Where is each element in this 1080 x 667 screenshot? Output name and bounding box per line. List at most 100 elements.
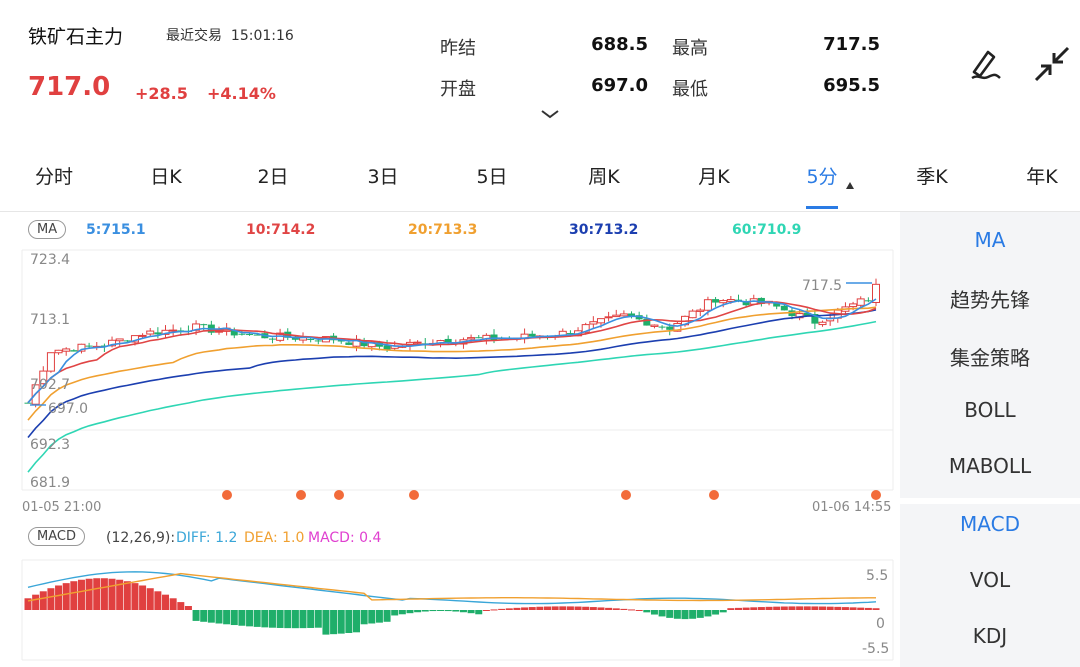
tab-year-k[interactable]: 年K bbox=[1026, 166, 1058, 188]
sidebar-item-maboll[interactable]: MABOLL bbox=[948, 454, 1032, 478]
tab-month-k[interactable]: 月K bbox=[698, 166, 730, 188]
macd-bar bbox=[276, 610, 284, 628]
sidebar-item-macd[interactable]: MACD bbox=[960, 512, 1020, 536]
macd-params: (12,26,9): bbox=[106, 530, 176, 546]
macd-bar bbox=[230, 610, 238, 626]
macd-bar bbox=[47, 588, 55, 610]
macd-value: MACD: 0.4 bbox=[308, 530, 382, 546]
sidebar-item-ma[interactable]: MA bbox=[974, 228, 1006, 252]
collapse-icon[interactable] bbox=[1032, 44, 1072, 84]
macd-bar bbox=[635, 610, 643, 611]
candle-body bbox=[307, 338, 315, 340]
macd-bar bbox=[62, 583, 70, 610]
candle-body bbox=[39, 370, 48, 385]
macd-bar bbox=[543, 606, 551, 610]
signal-dot[interactable] bbox=[296, 490, 306, 500]
candle-body bbox=[849, 303, 858, 308]
macd-bar bbox=[788, 606, 796, 610]
last-trade-time: 15:01:16 bbox=[230, 28, 294, 44]
macd-bar bbox=[108, 578, 116, 610]
macd-bar bbox=[353, 610, 361, 633]
sidebar-item-capital-strategy[interactable]: 集金策略 bbox=[950, 346, 1030, 370]
macd-bar bbox=[612, 608, 620, 610]
signal-dot[interactable] bbox=[871, 490, 881, 500]
macd-bar bbox=[673, 610, 681, 619]
ma10-line bbox=[27, 301, 877, 404]
macd-bar bbox=[566, 606, 574, 610]
min-price-label: 697.0 bbox=[48, 401, 88, 417]
signal-dot[interactable] bbox=[621, 490, 631, 500]
candle-body bbox=[688, 310, 697, 319]
macd-bar bbox=[398, 610, 406, 615]
macd-bar bbox=[429, 610, 437, 612]
ma-badge[interactable]: MA bbox=[28, 220, 67, 239]
macd-tick-zero: 0 bbox=[876, 616, 885, 632]
ma10-value: 10:714.2 bbox=[246, 222, 316, 238]
signal-dot[interactable] bbox=[409, 490, 419, 500]
macd-bar bbox=[177, 602, 185, 610]
candle-body bbox=[612, 314, 621, 318]
macd-bar bbox=[834, 606, 842, 610]
sidebar-item-kdj[interactable]: KDJ bbox=[972, 624, 1008, 648]
candle-body bbox=[62, 348, 71, 352]
low-value: 695.5 bbox=[823, 75, 880, 96]
tab-5day[interactable]: 5日 bbox=[476, 166, 508, 188]
candle-body bbox=[619, 313, 628, 317]
macd-bar bbox=[819, 606, 827, 610]
macd-bar bbox=[360, 610, 368, 625]
tab-day-k[interactable]: 日K bbox=[150, 166, 182, 188]
sidebar-item-boll[interactable]: BOLL bbox=[964, 398, 1016, 422]
ma60-line bbox=[27, 320, 877, 473]
candle-body bbox=[200, 324, 208, 326]
open-value: 697.0 bbox=[591, 75, 648, 96]
macd-bar bbox=[139, 585, 147, 610]
ma5-value: 5:715.1 bbox=[86, 222, 146, 238]
tab-3day[interactable]: 3日 bbox=[367, 166, 399, 188]
macd-bar bbox=[757, 607, 765, 610]
macd-bar bbox=[32, 594, 40, 610]
macd-bar bbox=[146, 588, 154, 610]
tab-week-k[interactable]: 周K bbox=[588, 166, 620, 188]
candle-body bbox=[528, 333, 536, 337]
dropdown-triangle-icon[interactable] bbox=[846, 182, 854, 189]
candle-body bbox=[115, 338, 124, 342]
macd-bar bbox=[131, 583, 139, 610]
macd-tick-bottom: -5.5 bbox=[862, 641, 889, 657]
macd-bar bbox=[681, 610, 689, 620]
macd-bar bbox=[406, 610, 414, 614]
macd-bar bbox=[605, 607, 613, 610]
candle-body bbox=[230, 329, 238, 336]
ma5-line bbox=[27, 298, 877, 404]
tab-5min[interactable]: 5分 bbox=[806, 166, 838, 188]
macd-bar bbox=[803, 606, 811, 610]
macd-bar bbox=[391, 610, 399, 616]
kline-chart[interactable]: 723.4 713.1 702.7 692.3 681.9 697.0 717.… bbox=[0, 212, 900, 667]
signal-dot[interactable] bbox=[709, 490, 719, 500]
signal-dot[interactable] bbox=[334, 490, 344, 500]
macd-bar bbox=[505, 608, 513, 610]
macd-bar bbox=[77, 579, 85, 610]
macd-bar bbox=[528, 607, 536, 610]
macd-bar bbox=[375, 610, 383, 623]
macd-bar bbox=[459, 610, 467, 613]
macd-bar bbox=[467, 610, 475, 614]
macd-tick-top: 5.5 bbox=[866, 568, 888, 584]
macd-bar bbox=[780, 606, 788, 610]
tab-quarter-k[interactable]: 季K bbox=[916, 166, 948, 188]
macd-bar bbox=[559, 606, 567, 610]
chevron-down-icon[interactable] bbox=[540, 108, 560, 120]
macd-bar bbox=[841, 607, 849, 610]
candle-body bbox=[85, 345, 93, 347]
macd-badge[interactable]: MACD bbox=[28, 527, 85, 546]
sidebar-item-trend-pioneer[interactable]: 趋势先锋 bbox=[950, 288, 1030, 312]
candle-body bbox=[138, 334, 147, 337]
candle-body bbox=[696, 309, 705, 312]
tab-2day[interactable]: 2日 bbox=[257, 166, 289, 188]
signature-icon[interactable] bbox=[966, 44, 1006, 84]
signal-dot[interactable] bbox=[222, 490, 232, 500]
macd-bar bbox=[773, 606, 781, 610]
tab-timeshare[interactable]: 分时 bbox=[34, 166, 73, 188]
macd-bar bbox=[689, 610, 697, 619]
sidebar-item-vol[interactable]: VOL bbox=[969, 568, 1011, 592]
candle-body bbox=[811, 313, 819, 324]
